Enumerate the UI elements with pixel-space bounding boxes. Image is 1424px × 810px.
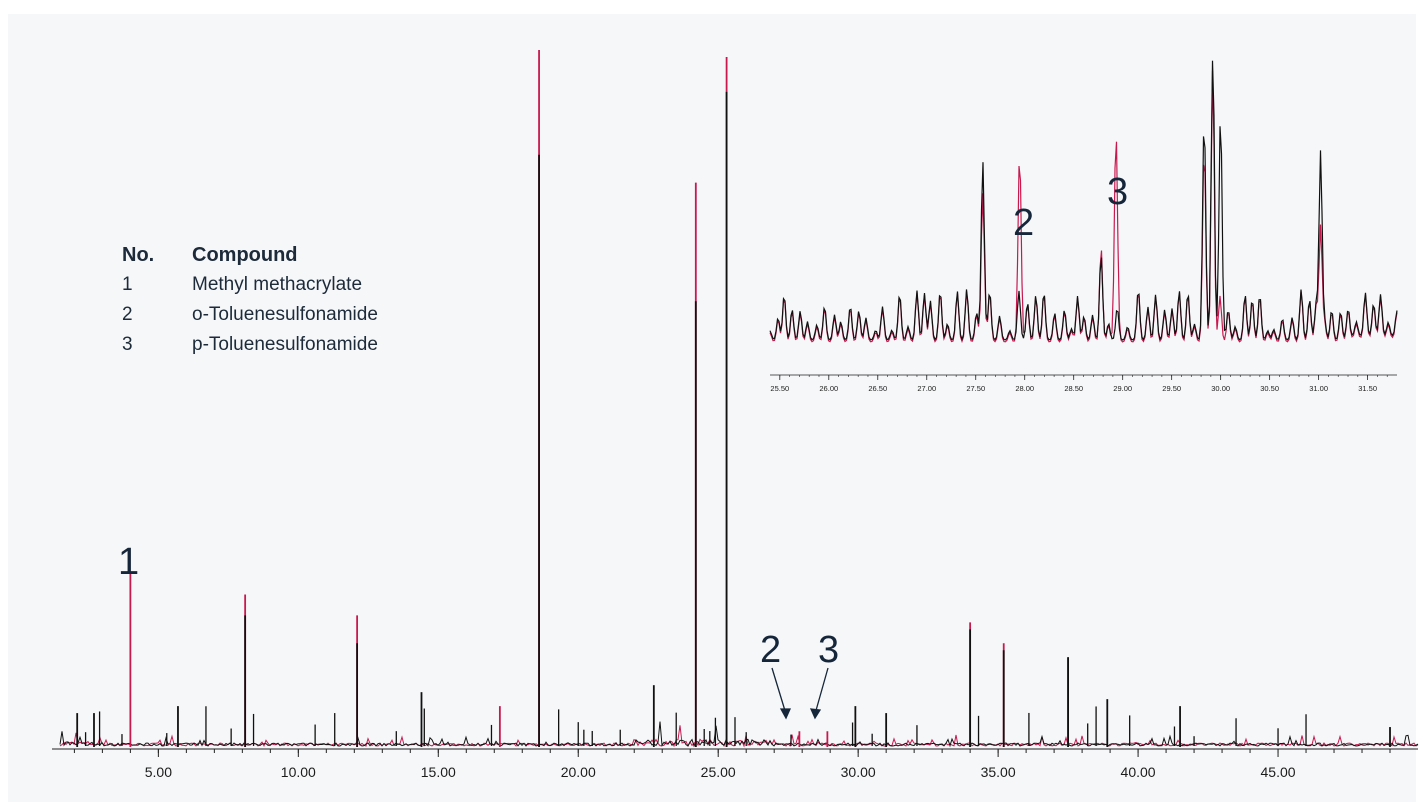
inset-x-tick-label: 25.50 <box>770 384 789 393</box>
arrow-2 <box>771 667 787 715</box>
peak-label-2: 2 <box>760 629 781 671</box>
x-tick-label: 10.00 <box>281 764 316 780</box>
inset-x-tick-label: 29.00 <box>1113 384 1132 393</box>
inset-peak-label-3: 3 <box>1107 171 1128 213</box>
legend-header: No. Compound <box>122 240 378 270</box>
inset-x-tick-label: 30.50 <box>1260 384 1279 393</box>
peak-labels: 1 2 3 2 3 <box>118 171 1128 671</box>
legend-header-compound: Compound <box>192 243 298 266</box>
inset-x-tick-label: 30.00 <box>1211 384 1230 393</box>
legend-row: 2 o-Toluenesulfonamide <box>122 300 378 330</box>
inset-x-tick-label: 26.00 <box>819 384 838 393</box>
arrow-3-head <box>809 708 822 720</box>
inset-trace-black <box>769 60 1398 342</box>
x-tick-label: 15.00 <box>421 764 456 780</box>
x-tick-label: 20.00 <box>561 764 596 780</box>
inset-x-tick-label: 27.50 <box>966 384 985 393</box>
inset-x-tick-label: 28.00 <box>1015 384 1034 393</box>
arrow-3 <box>814 667 829 715</box>
x-tick-label: 40.00 <box>1121 764 1156 780</box>
legend-row: 3 p-Toluenesulfonamide <box>122 330 378 360</box>
peak-label-3: 3 <box>818 629 839 671</box>
x-tick-label: 5.00 <box>145 764 172 780</box>
legend-header-no: No. <box>122 243 155 266</box>
legend-no: 3 <box>122 334 133 355</box>
x-tick-label: 25.00 <box>701 764 736 780</box>
x-tick-label: 35.00 <box>981 764 1016 780</box>
inset-x-tick-label: 28.50 <box>1064 384 1083 393</box>
legend-row: 1 Methyl methacrylate <box>122 270 378 300</box>
inset-x-tick-label: 29.50 <box>1162 384 1181 393</box>
legend-compound: p-Toluenesulfonamide <box>192 334 378 355</box>
inset-x-tick-label: 31.00 <box>1309 384 1328 393</box>
legend-no: 1 <box>122 274 133 295</box>
peak-label-1: 1 <box>118 541 139 583</box>
inset-x-tick-label: 26.50 <box>868 384 887 393</box>
inset-x-tick-label: 31.50 <box>1358 384 1377 393</box>
legend-no: 2 <box>122 304 133 325</box>
inset-chromatogram: 25.50 26.00 26.50 27.00 27.50 28.00 28.50 29.00… <box>769 60 1398 393</box>
x-tick-label: 45.00 <box>1261 764 1296 780</box>
inset-peak-label-2: 2 <box>1013 202 1034 244</box>
legend-compound: o-Toluenesulfonamide <box>192 304 378 325</box>
compound-legend: No. Compound 1 Methyl methacrylate 2 o-T… <box>122 240 378 360</box>
x-tick-label: 30.00 <box>841 764 876 780</box>
baseline-black <box>59 721 1419 748</box>
arrow-2-head <box>779 708 792 720</box>
main-chromatogram: 5.00 10.00 15.00 20.00 25.00 30.00 35.00 40.00 4… <box>52 50 1419 780</box>
arrows <box>771 667 829 720</box>
chart-panel <box>8 14 1416 802</box>
inset-trace-red <box>769 70 1398 344</box>
legend-compound: Methyl methacrylate <box>192 274 363 295</box>
inset-x-tick-label: 27.00 <box>917 384 936 393</box>
